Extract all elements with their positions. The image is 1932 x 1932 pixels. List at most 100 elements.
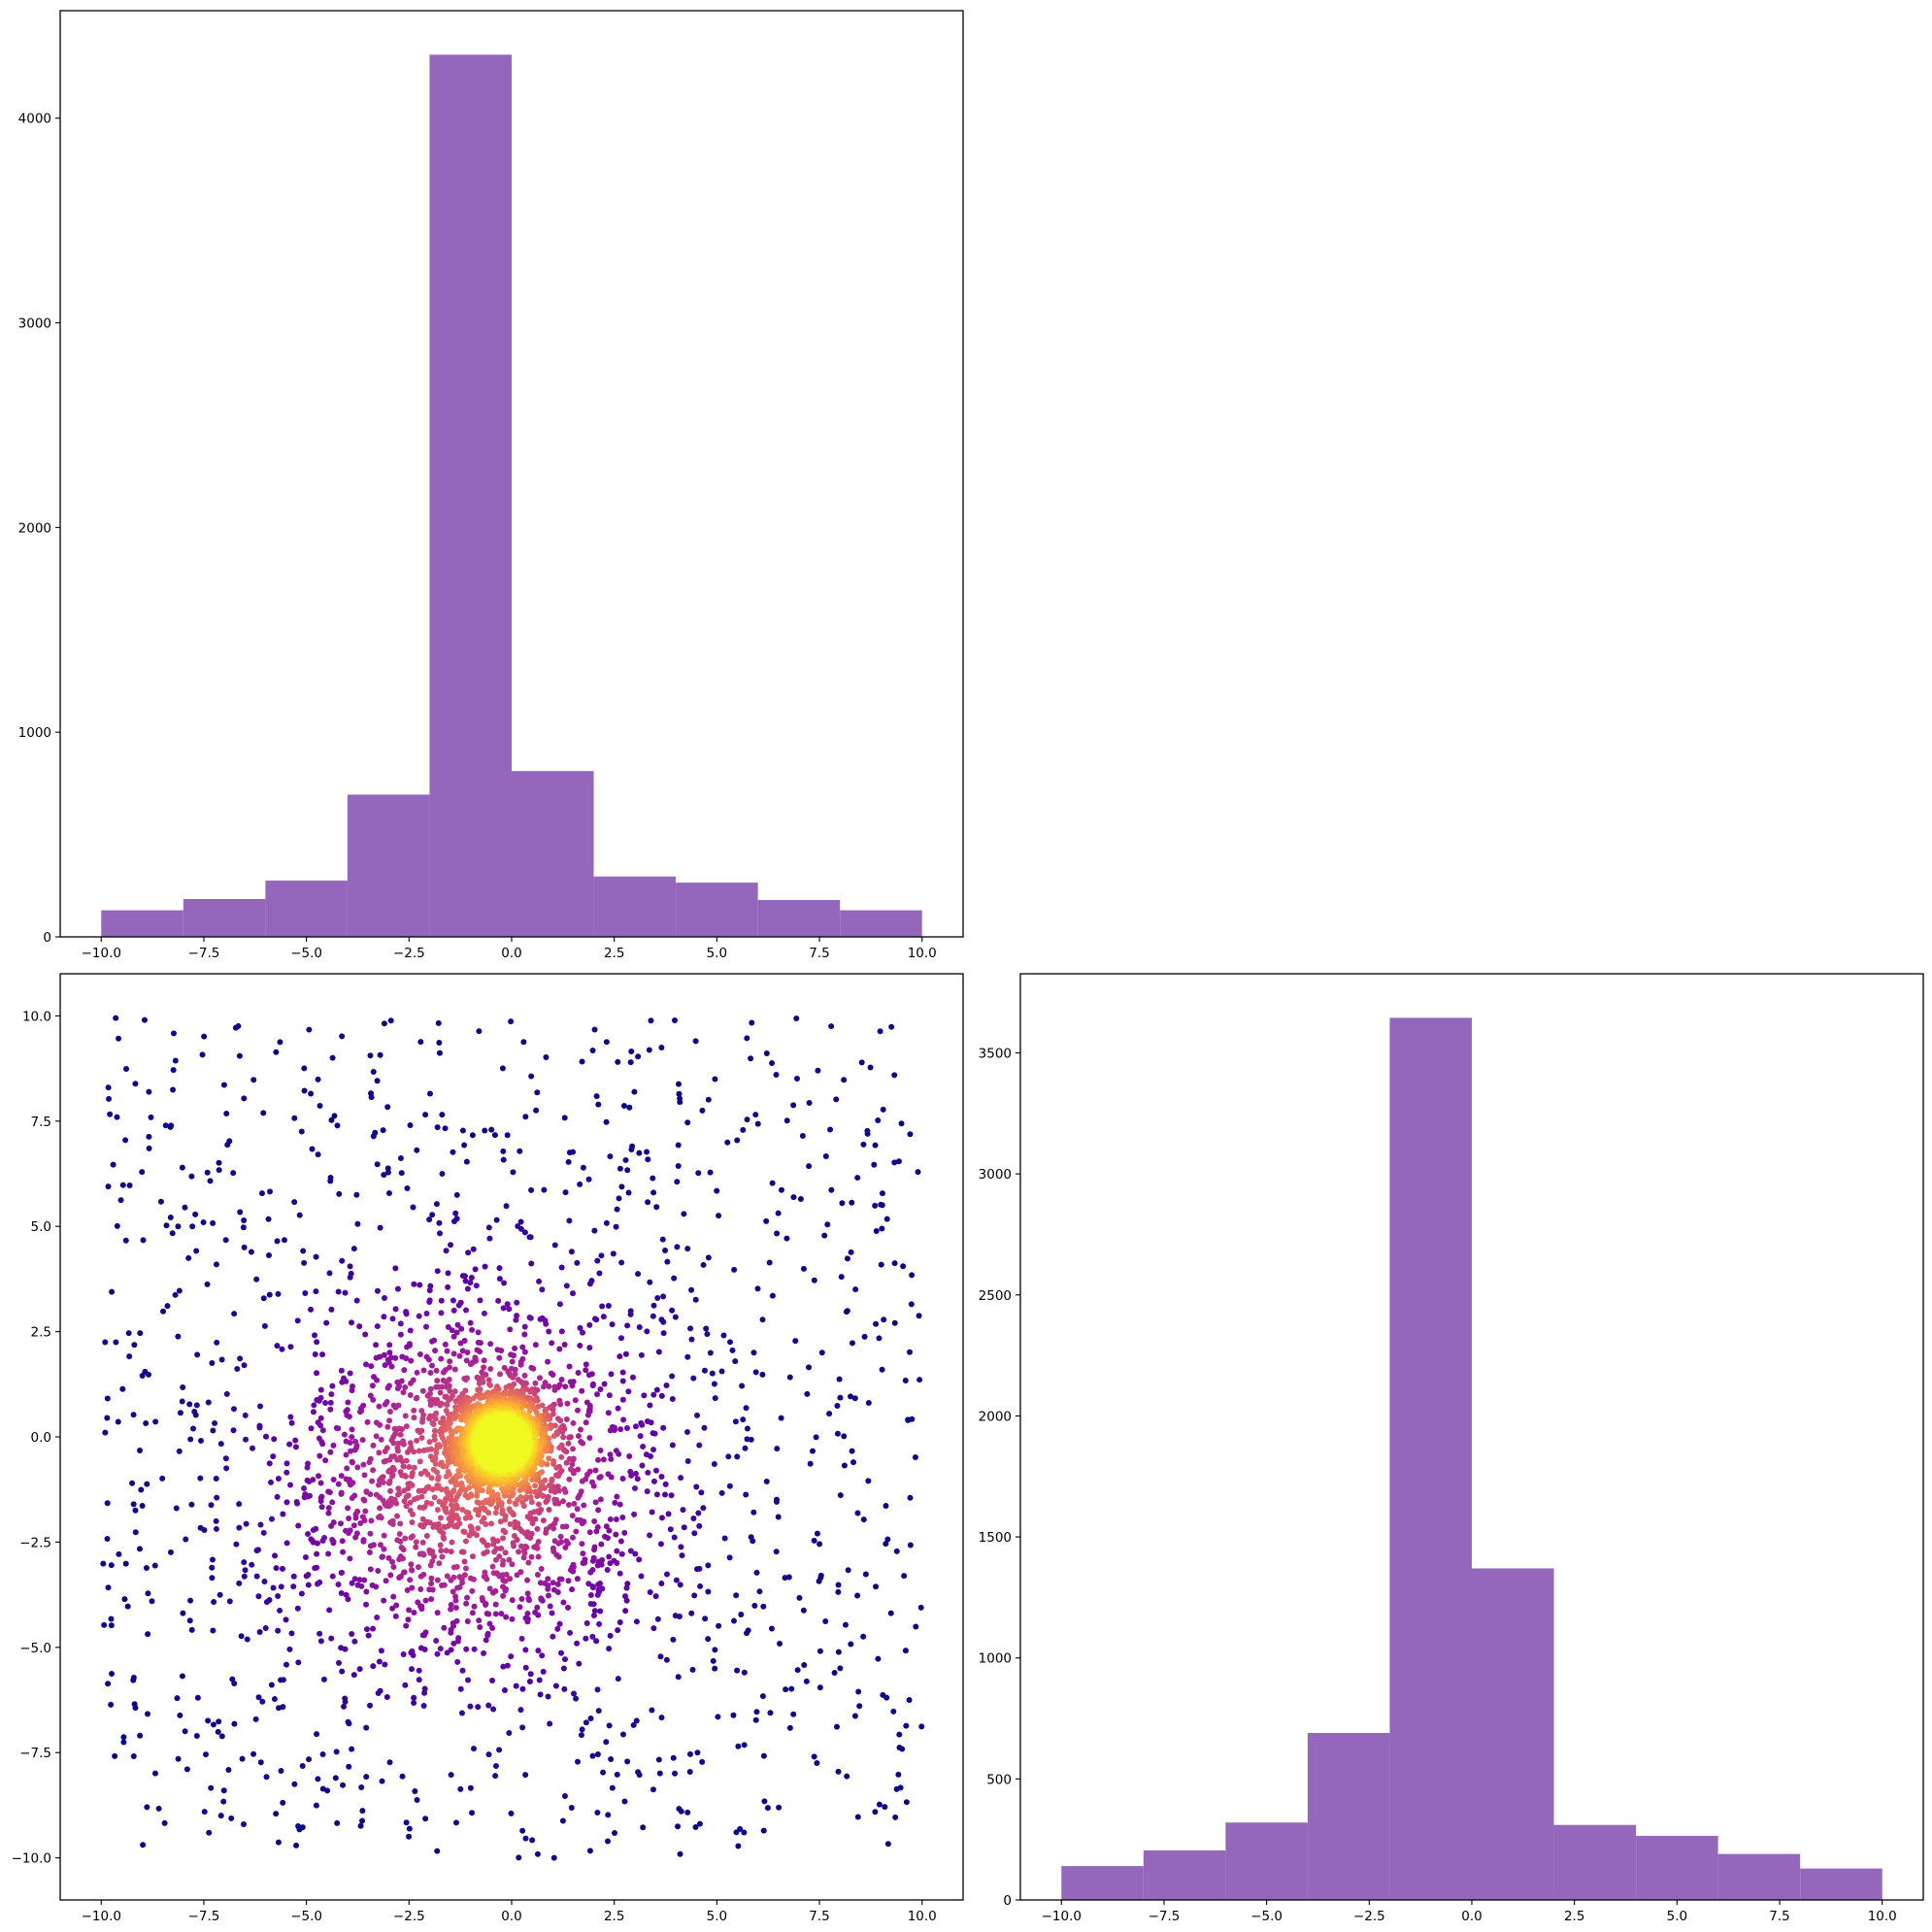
- scatter-point: [193, 1402, 200, 1409]
- scatter-point: [179, 1398, 185, 1405]
- scatter-point: [598, 1252, 605, 1259]
- scatter-point: [459, 1506, 466, 1513]
- scatter-point: [462, 1278, 469, 1284]
- scatter-point: [543, 1526, 550, 1533]
- scatter-point: [658, 1474, 665, 1481]
- scatter-point: [621, 1529, 628, 1536]
- scatter-point: [407, 1499, 414, 1506]
- scatter-point: [450, 1333, 457, 1340]
- scatter-point: [454, 1658, 461, 1665]
- scatter-point: [349, 1387, 355, 1394]
- scatter-point: [574, 1640, 581, 1647]
- scatter-point: [589, 1752, 596, 1759]
- scatter-point: [311, 1332, 317, 1339]
- scatter-point: [406, 1833, 413, 1840]
- scatter-point: [595, 1101, 602, 1108]
- scatter-point: [800, 1265, 807, 1272]
- scatter-point: [283, 1499, 290, 1506]
- scatter-point: [306, 1756, 313, 1763]
- scatter-point: [377, 1224, 383, 1231]
- scatter-point: [397, 1320, 404, 1327]
- scatter-point: [537, 1580, 544, 1586]
- scatter-point: [413, 1544, 419, 1550]
- scatter-point: [903, 1722, 910, 1729]
- scatter-point: [241, 1216, 248, 1223]
- scatter-point: [402, 1413, 409, 1419]
- scatter-point: [214, 1494, 220, 1501]
- scatter-point: [353, 1297, 360, 1304]
- scatter-point: [326, 1270, 333, 1277]
- scatter-point: [644, 1488, 650, 1495]
- scatter-point: [848, 1249, 854, 1255]
- scatter-point: [864, 1130, 871, 1137]
- scatter-point: [520, 1382, 527, 1388]
- scatter-x-tick-label: −10.0: [82, 1909, 121, 1924]
- scatter-point: [347, 1274, 353, 1281]
- scatter-point: [172, 1057, 179, 1064]
- scatter-point: [578, 1732, 584, 1739]
- scatter-point: [693, 1566, 700, 1573]
- scatter-point: [347, 1440, 353, 1447]
- scatter-point: [258, 1190, 265, 1197]
- scatter-point: [574, 1516, 581, 1523]
- scatter-point: [377, 1353, 383, 1360]
- scatter-point: [688, 1336, 695, 1343]
- scatter-point: [560, 1599, 567, 1606]
- scatter-point: [658, 1715, 665, 1721]
- scatter-point: [278, 1583, 284, 1590]
- scatter-point: [550, 1633, 556, 1640]
- scatter-point: [518, 1595, 525, 1602]
- scatter-point: [522, 1664, 529, 1671]
- scatter-point: [500, 1577, 507, 1583]
- scatter-point: [350, 1480, 356, 1486]
- scatter-point: [452, 1210, 459, 1216]
- scatter-point: [477, 1623, 483, 1630]
- scatter-point: [671, 1534, 678, 1541]
- scatter-point: [528, 1553, 535, 1560]
- scatter-point: [353, 1191, 360, 1198]
- scatter-point: [167, 1123, 174, 1130]
- right-histogram-x-tick-label: −10.0: [1042, 1909, 1082, 1924]
- scatter-point: [317, 1638, 324, 1645]
- scatter-point: [519, 1724, 526, 1731]
- scatter-point: [556, 1346, 563, 1352]
- scatter-point: [271, 1696, 278, 1703]
- scatter-point: [384, 1384, 391, 1391]
- scatter-point: [676, 1090, 683, 1097]
- scatter-point: [424, 1471, 431, 1478]
- scatter-point: [305, 1582, 312, 1588]
- scatter-point: [467, 1361, 474, 1368]
- scatter-point: [603, 1523, 610, 1530]
- scatter-point: [486, 1620, 493, 1627]
- scatter-point: [403, 1622, 410, 1629]
- scatter-point: [192, 1412, 199, 1418]
- scatter-point: [450, 1149, 456, 1155]
- scatter-point: [583, 1361, 589, 1368]
- scatter-point: [367, 1530, 374, 1537]
- scatter-point: [671, 1017, 678, 1024]
- scatter-point: [266, 1252, 273, 1259]
- scatter-point: [887, 1610, 894, 1616]
- scatter-point: [385, 1190, 392, 1197]
- scatter-point: [480, 1394, 486, 1401]
- scatter-point: [186, 1617, 193, 1624]
- scatter-point: [620, 1103, 627, 1110]
- scatter-point: [287, 1482, 294, 1488]
- scatter-point: [491, 1132, 498, 1139]
- scatter-point: [814, 1759, 820, 1766]
- scatter-point: [721, 1535, 728, 1542]
- scatter-point: [417, 1039, 424, 1046]
- scatter-point: [362, 1361, 369, 1368]
- scatter-y-tick-label: −7.5: [19, 1746, 51, 1761]
- scatter-point: [180, 1384, 186, 1391]
- scatter-point: [535, 1648, 542, 1654]
- scatter-point: [714, 1187, 720, 1194]
- scatter-point: [506, 1498, 513, 1505]
- scatter-point: [406, 1825, 413, 1832]
- scatter-point: [383, 1445, 390, 1451]
- scatter-point: [435, 1520, 442, 1527]
- scatter-point: [529, 1520, 536, 1527]
- scatter-point: [486, 1585, 493, 1592]
- scatter-point: [551, 1242, 558, 1249]
- top-histogram-x-tick-label: 10.0: [908, 946, 937, 961]
